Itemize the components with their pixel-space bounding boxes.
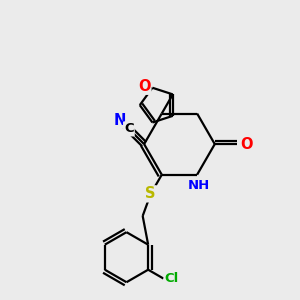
Text: S: S	[146, 186, 156, 201]
Text: N: N	[114, 112, 126, 128]
Text: O: O	[240, 136, 253, 152]
Text: Cl: Cl	[165, 272, 179, 285]
Text: NH: NH	[188, 178, 210, 191]
Text: C: C	[124, 122, 134, 135]
Text: O: O	[138, 79, 150, 94]
